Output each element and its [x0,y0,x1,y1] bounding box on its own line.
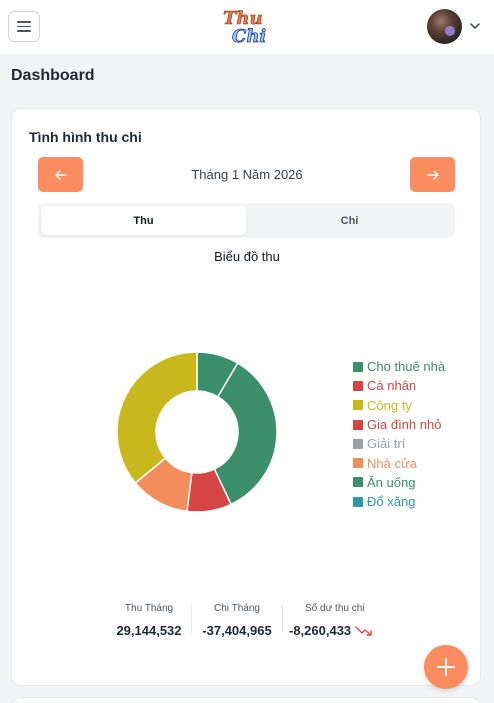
legend-swatch [353,496,363,507]
income-stat: Thu Tháng 29,144,532 [112,603,186,638]
legend-swatch [353,458,363,469]
trending-down-icon [355,625,372,636]
legend-label: Ăn uống [367,474,416,490]
income-donut-chart [116,351,278,513]
legend-item[interactable]: Ăn uống [353,473,445,492]
top-navbar: Thu Chi [0,0,494,54]
chevron-down-icon[interactable] [469,20,481,32]
legend-label: Gia đình nhỏ [367,417,442,433]
legend-item[interactable]: Gia đình nhỏ [353,415,445,434]
previous-month-button[interactable] [38,157,83,192]
legend-label: Cá nhân [367,378,417,394]
expense-stat: Chi Tháng -37,404,965 [198,603,276,638]
legend-item[interactable]: Cho thuê nhà [353,357,445,376]
income-value: 29,144,532 [116,623,182,638]
legend-swatch [353,477,363,488]
arrow-left-icon [54,169,67,180]
income-expense-tabs: Thu Chi [38,203,455,238]
legend-item[interactable]: Nhà cửa [353,453,445,472]
legend-label: Giải trí [367,436,406,452]
chart-legend: Cho thuê nhà Cá nhân Công ty Gia đình nhỏ Gi… [353,357,445,511]
avatar[interactable] [427,9,462,44]
income-label: Thu Tháng [124,603,174,614]
legend-swatch [353,380,363,391]
logo-text-bottom: Chi [232,26,266,47]
legend-swatch [353,361,363,372]
expense-label: Chi Tháng [214,603,260,614]
secondary-card [11,697,481,703]
divider [191,605,192,633]
plus-icon [437,658,455,676]
legend-swatch [353,438,363,449]
divider [282,605,283,633]
pie-slice[interactable] [116,351,198,485]
legend-item[interactable]: Đổ xăng [353,492,445,511]
app-logo[interactable]: Thu Chi [218,4,274,48]
legend-item[interactable]: Cá nhân [353,376,445,395]
legend-label: Cho thuê nhà [367,359,446,375]
legend-item[interactable]: Giải trí [353,434,445,453]
menu-icon-line [17,30,31,32]
pie-slice[interactable] [213,362,278,506]
legend-swatch [353,400,363,411]
logo-text-top: Thu [223,8,263,29]
menu-icon-line [17,21,31,23]
tab-thu[interactable]: Thu [41,206,246,235]
legend-label: Nhà cửa [367,455,417,471]
legend-label: Công ty [367,397,412,413]
page-title: Dashboard [11,67,95,84]
balance-value: -8,260,433 [289,623,352,638]
legend-item[interactable]: Công ty [353,396,445,415]
next-month-button[interactable] [410,157,455,192]
menu-button[interactable] [8,11,40,42]
balance-label: Số dư thu chi [305,603,365,614]
arrow-right-icon [426,169,439,180]
expense-value: -37,404,965 [202,623,272,638]
balance-stat: Số dư thu chi -8,260,433 [289,603,399,638]
menu-icon-line [17,25,31,28]
chart-title: Biểu đồ thu [214,249,280,264]
tab-chi[interactable]: Chi [340,214,359,227]
balance-value-row: -8,260,433 [289,623,399,638]
income-expense-card: Tình hình thu chi Tháng 1 Năm 2026 Thu C… [11,108,481,686]
month-label: Tháng 1 Năm 2026 [191,167,303,182]
legend-label: Đổ xăng [367,494,416,510]
card-title: Tình hình thu chi [29,129,142,145]
add-transaction-button[interactable] [424,645,468,689]
legend-swatch [353,419,363,430]
